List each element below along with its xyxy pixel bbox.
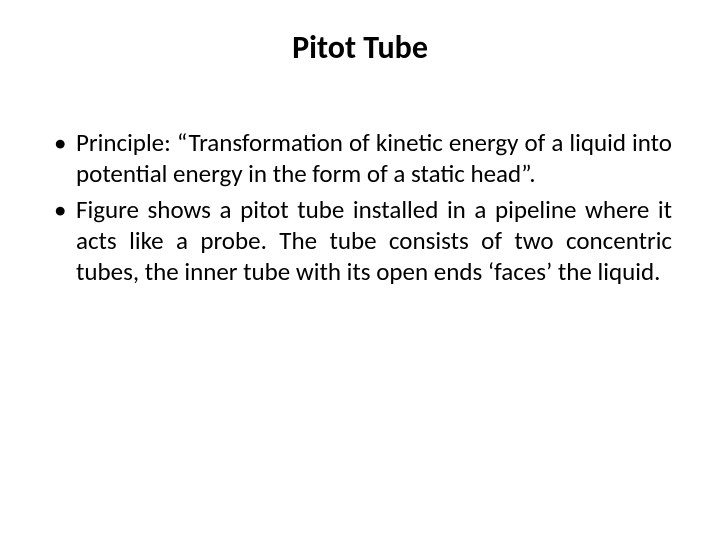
list-item: Principle: “Transformation of kinetic en… xyxy=(48,127,672,190)
list-item: Figure shows a pitot tube installed in a… xyxy=(48,194,672,288)
bullet-list: Principle: “Transformation of kinetic en… xyxy=(48,127,672,287)
slide-title: Pitot Tube xyxy=(48,28,672,67)
